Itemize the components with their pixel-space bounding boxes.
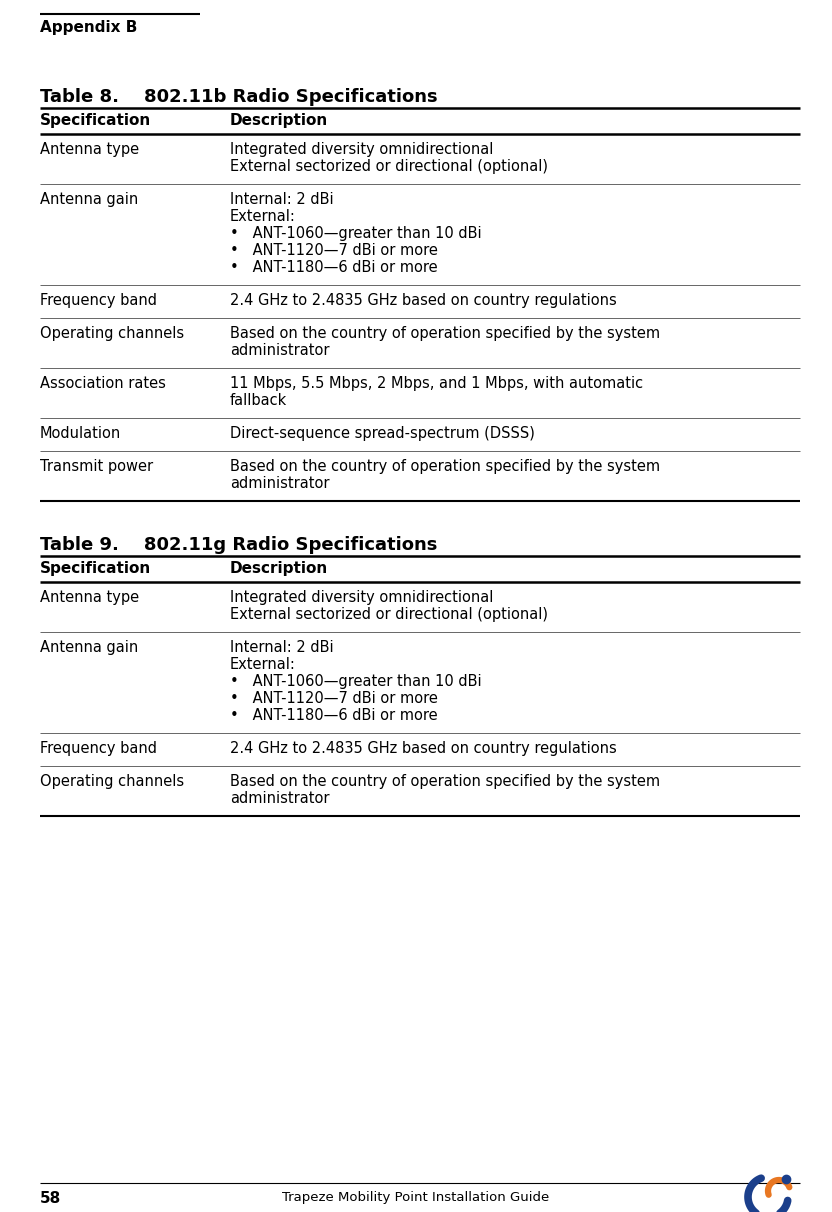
Text: •   ANT-1060—greater than 10 dBi: • ANT-1060—greater than 10 dBi	[230, 225, 482, 241]
Text: Antenna gain: Antenna gain	[40, 640, 138, 654]
Text: fallback: fallback	[230, 393, 287, 408]
Text: 58: 58	[40, 1191, 62, 1206]
Text: •   ANT-1120—7 dBi or more: • ANT-1120—7 dBi or more	[230, 242, 438, 258]
Text: Integrated diversity omnidirectional: Integrated diversity omnidirectional	[230, 590, 493, 605]
Text: administrator: administrator	[230, 476, 329, 491]
Text: Operating channels: Operating channels	[40, 326, 184, 341]
Text: Description: Description	[230, 561, 329, 576]
Text: Table 8.    802.11b Radio Specifications: Table 8. 802.11b Radio Specifications	[40, 88, 438, 105]
Text: Specification: Specification	[40, 561, 151, 576]
Text: •   ANT-1120—7 dBi or more: • ANT-1120—7 dBi or more	[230, 691, 438, 707]
Text: Operating channels: Operating channels	[40, 774, 184, 789]
Text: External sectorized or directional (optional): External sectorized or directional (opti…	[230, 607, 548, 622]
Text: 11 Mbps, 5.5 Mbps, 2 Mbps, and 1 Mbps, with automatic: 11 Mbps, 5.5 Mbps, 2 Mbps, and 1 Mbps, w…	[230, 376, 643, 391]
Text: Direct-sequence spread-spectrum (DSSS): Direct-sequence spread-spectrum (DSSS)	[230, 425, 535, 441]
Text: Transmit power: Transmit power	[40, 459, 153, 474]
Text: Antenna gain: Antenna gain	[40, 191, 138, 207]
Text: administrator: administrator	[230, 343, 329, 358]
Text: Frequency band: Frequency band	[40, 293, 157, 308]
Text: •   ANT-1060—greater than 10 dBi: • ANT-1060—greater than 10 dBi	[230, 674, 482, 688]
Text: Based on the country of operation specified by the system: Based on the country of operation specif…	[230, 774, 660, 789]
Text: External:: External:	[230, 208, 296, 224]
Text: Antenna type: Antenna type	[40, 142, 139, 158]
Text: •   ANT-1180—6 dBi or more: • ANT-1180—6 dBi or more	[230, 708, 438, 724]
Text: administrator: administrator	[230, 791, 329, 806]
Text: Specification: Specification	[40, 113, 151, 128]
Text: 2.4 GHz to 2.4835 GHz based on country regulations: 2.4 GHz to 2.4835 GHz based on country r…	[230, 741, 617, 756]
Text: Based on the country of operation specified by the system: Based on the country of operation specif…	[230, 326, 660, 341]
Text: External:: External:	[230, 657, 296, 671]
Text: Internal: 2 dBi: Internal: 2 dBi	[230, 191, 334, 207]
Text: Modulation: Modulation	[40, 425, 121, 441]
Text: 2.4 GHz to 2.4835 GHz based on country regulations: 2.4 GHz to 2.4835 GHz based on country r…	[230, 293, 617, 308]
Text: Table 9.    802.11g Radio Specifications: Table 9. 802.11g Radio Specifications	[40, 536, 438, 554]
Text: Internal: 2 dBi: Internal: 2 dBi	[230, 640, 334, 654]
Text: Association rates: Association rates	[40, 376, 166, 391]
Text: Appendix B: Appendix B	[40, 21, 137, 35]
Text: Antenna type: Antenna type	[40, 590, 139, 605]
Text: Frequency band: Frequency band	[40, 741, 157, 756]
Text: Trapeze Mobility Point Installation Guide: Trapeze Mobility Point Installation Guid…	[282, 1191, 550, 1204]
Text: External sectorized or directional (optional): External sectorized or directional (opti…	[230, 159, 548, 175]
Text: •   ANT-1180—6 dBi or more: • ANT-1180—6 dBi or more	[230, 261, 438, 275]
Text: Based on the country of operation specified by the system: Based on the country of operation specif…	[230, 459, 660, 474]
Text: Integrated diversity omnidirectional: Integrated diversity omnidirectional	[230, 142, 493, 158]
Text: Description: Description	[230, 113, 329, 128]
